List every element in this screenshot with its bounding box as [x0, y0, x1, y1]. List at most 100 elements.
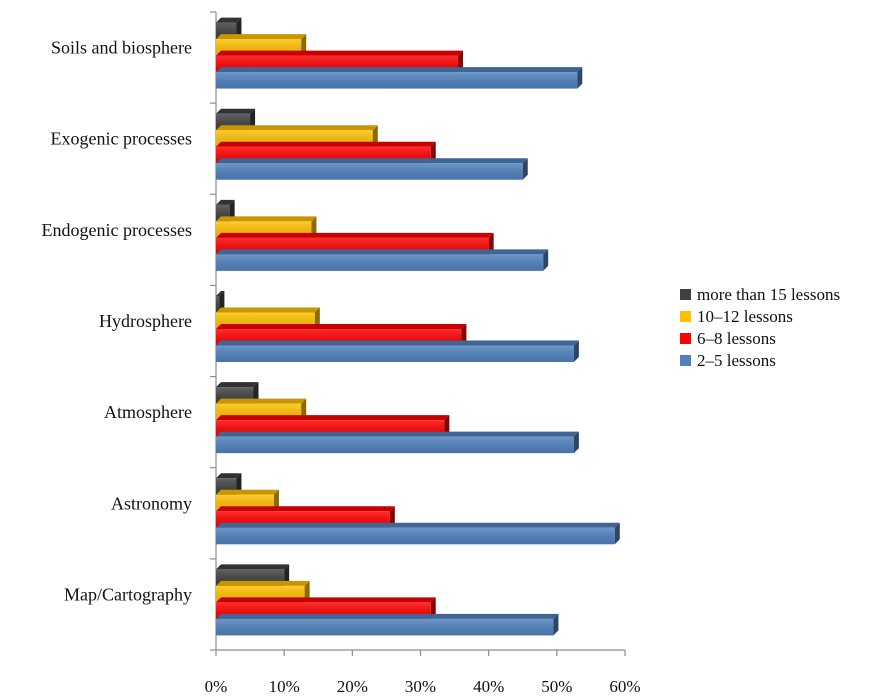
bar-2-5-lessons-exogenic-processes: [216, 158, 528, 180]
bar-side-face: [461, 324, 467, 346]
bar-side-face: [543, 249, 549, 271]
category-label-hydrosphere: Hydrosphere: [99, 311, 192, 331]
bar-top-face: [216, 158, 528, 164]
legend-label: 6–8 lessons: [697, 329, 776, 348]
bar-side-face: [488, 232, 494, 255]
bar-top-face: [216, 580, 310, 586]
category-labels: Soils and biosphere Exogenic processes End…: [42, 38, 192, 605]
legend-swatch: [680, 355, 691, 366]
bar-side-face: [236, 473, 242, 495]
bar-front-shading: [216, 527, 615, 545]
bar-side-face: [614, 522, 620, 545]
legend-swatch: [680, 289, 691, 300]
bar-front-shading: [216, 345, 574, 362]
bar-2-5-lessons-endogenic-processes: [216, 249, 549, 271]
bar-top-face: [216, 473, 242, 479]
legend-item-more-than-15-lessons: more than 15 lessons: [680, 285, 840, 304]
bar-side-face: [219, 291, 225, 313]
legend-item-2-5-lessons: 2–5 lessons: [680, 351, 776, 370]
bar-front-shading: [216, 72, 578, 89]
bar-top-face: [216, 291, 225, 296]
bar-side-face: [522, 158, 528, 180]
bar-top-face: [216, 415, 450, 421]
bar-top-face: [216, 564, 290, 570]
legend-swatch: [680, 333, 691, 344]
bar-side-face: [284, 564, 290, 586]
legend-label: 2–5 lessons: [697, 351, 776, 370]
bar-side-face: [444, 415, 450, 437]
bar-2-5-lessons-soils-and-biosphere: [216, 67, 583, 89]
bar-front-shading: [216, 436, 574, 454]
legend-item-10-12-lessons: 10–12 lessons: [680, 307, 793, 326]
bar-side-face: [311, 216, 317, 238]
bar-top-face: [216, 613, 559, 619]
bar-side-face: [250, 108, 256, 131]
bar-front-shading: [216, 254, 544, 271]
category-label-atmosphere: Atmosphere: [104, 402, 192, 422]
bar-top-face: [216, 506, 395, 512]
bars-group: [216, 17, 620, 636]
bar-top-face: [216, 67, 583, 73]
bar-front-shading: [216, 163, 523, 180]
bar-side-face: [301, 34, 307, 56]
bar-side-face: [314, 307, 320, 329]
bar-top-face: [216, 324, 467, 329]
x-tick-label: 0%: [205, 677, 228, 696]
bar-top-face: [216, 216, 317, 222]
bar-side-face: [273, 489, 279, 512]
bar-top-face: [216, 125, 378, 131]
legend-label: more than 15 lessons: [697, 285, 840, 304]
bar-side-face: [457, 50, 463, 73]
x-tick-label: 10%: [269, 677, 300, 696]
bar-side-face: [389, 506, 395, 528]
bar-side-face: [372, 125, 378, 147]
bar-2-5-lessons-atmosphere: [216, 431, 579, 454]
legend: more than 15 lessons 10–12 lessons 6–8 les…: [680, 285, 840, 370]
bar-top-face: [216, 382, 259, 388]
bar-top-face: [216, 597, 436, 603]
category-label-map-cartography: Map/Cartography: [64, 584, 192, 604]
category-label-astronomy: Astronomy: [111, 493, 192, 513]
bar-top-face: [216, 199, 235, 205]
category-label-endogenic-processes: Endogenic processes: [42, 220, 192, 240]
bar-side-face: [236, 17, 242, 40]
bar-top-face: [216, 307, 320, 313]
x-tick-label: 60%: [609, 677, 640, 696]
bar-top-face: [216, 108, 256, 114]
bar-top-face: [216, 489, 279, 495]
bar-2-5-lessons-astronomy: [216, 522, 620, 545]
bar-top-face: [216, 249, 549, 255]
bar-top-face: [216, 50, 463, 56]
x-tick-label: 20%: [337, 677, 368, 696]
legend-item-6-8-lessons: 6–8 lessons: [680, 329, 776, 348]
bar-side-face: [253, 382, 259, 404]
bar-top-face: [216, 398, 307, 404]
bar-top-face: [216, 141, 436, 147]
bar-side-face: [430, 597, 436, 619]
bar-top-face: [216, 340, 579, 346]
bar-side-face: [553, 613, 559, 636]
bar-front-shading: [216, 296, 220, 313]
bar-side-face: [573, 340, 579, 362]
bar-2-5-lessons-hydrosphere: [216, 340, 579, 362]
bar-side-face: [430, 141, 436, 164]
legend-label: 10–12 lessons: [697, 307, 793, 326]
category-label-soils-and-biosphere: Soils and biosphere: [51, 38, 192, 58]
bar-2-5-lessons-map-cartography: [216, 613, 559, 636]
bar-top-face: [216, 431, 579, 437]
legend-swatch: [680, 311, 691, 322]
bar-front-shading: [216, 618, 554, 636]
bar-top-face: [216, 34, 307, 40]
bar-top-face: [216, 232, 494, 238]
bar-side-face: [577, 67, 583, 89]
bar-top-face: [216, 522, 620, 528]
bar-side-face: [229, 199, 235, 222]
x-tick-labels: 0% 10% 20% 30% 40% 50% 60%: [205, 677, 641, 696]
category-label-exogenic-processes: Exogenic processes: [51, 129, 192, 149]
x-tick-label: 50%: [541, 677, 572, 696]
bar-side-face: [304, 580, 310, 603]
x-tick-label: 30%: [405, 677, 436, 696]
bar-top-face: [216, 17, 242, 23]
bar-side-face: [301, 398, 307, 421]
